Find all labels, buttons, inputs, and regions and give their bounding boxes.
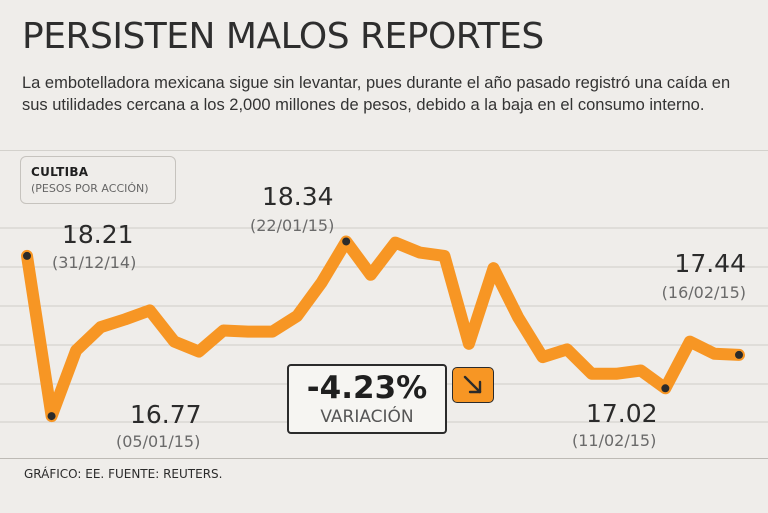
data-label-date-29: (16/02/15) [662, 283, 746, 302]
data-label-date-13: (22/01/15) [250, 216, 334, 235]
data-label-value-26: 17.02 [586, 399, 658, 428]
footer: GRÁFICO: EE. FUENTE: REUTERS. [0, 458, 768, 513]
data-label-date-1: (05/01/15) [116, 432, 200, 451]
series-name: CULTIBA [31, 165, 165, 179]
page-title: PERSISTEN MALOS REPORTES [22, 16, 544, 57]
variation-label: VARIACIÓN [289, 406, 445, 428]
data-label-value-0: 18.21 [62, 220, 134, 249]
data-label-date-0: (31/12/14) [52, 253, 136, 272]
series-unit: (PESOS POR ACCIÓN) [31, 182, 165, 195]
data-label-date-26: (11/02/15) [572, 431, 656, 450]
source-credit: GRÁFICO: EE. FUENTE: REUTERS. [24, 467, 222, 481]
series-legend: CULTIBA (PESOS POR ACCIÓN) [20, 156, 176, 204]
point-marker-13 [342, 237, 350, 245]
data-label-value-29: 17.44 [674, 249, 746, 278]
data-label-value-13: 18.34 [262, 182, 334, 211]
point-marker-1 [48, 412, 56, 420]
point-marker-26 [661, 384, 669, 392]
point-marker-29 [735, 351, 743, 359]
arrow-down-right-icon [452, 367, 494, 403]
variation-box: -4.23% VARIACIÓN [287, 364, 447, 434]
point-marker-0 [23, 252, 31, 260]
variation-value: -4.23% [289, 370, 445, 406]
page-subtitle: La embotelladora mexicana sigue sin leva… [22, 72, 742, 116]
data-label-value-1: 16.77 [130, 400, 202, 429]
